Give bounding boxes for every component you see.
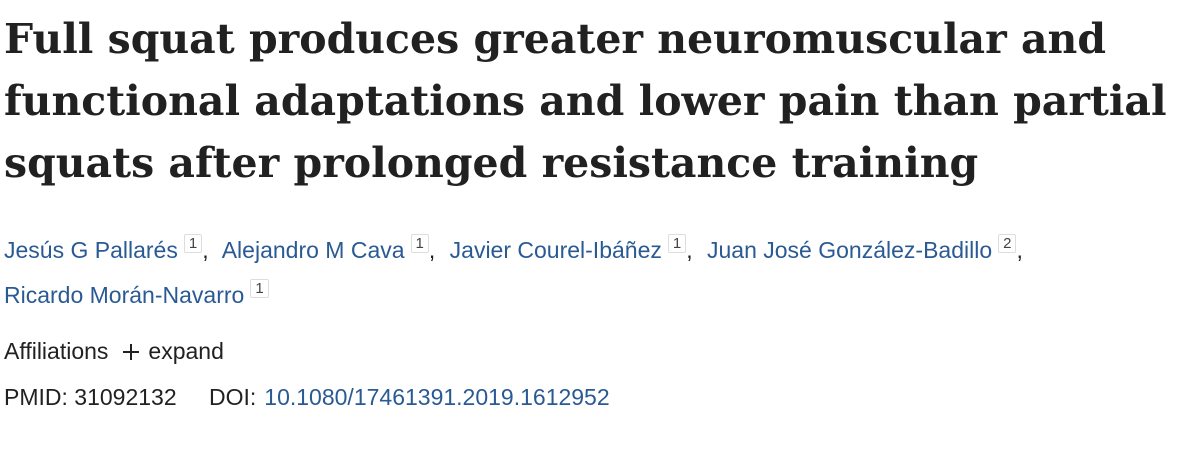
author-link[interactable]: Javier Courel-Ibáñez — [449, 237, 662, 263]
affiliation-number[interactable]: 1 — [250, 279, 269, 298]
pmid-label: PMID: — [4, 384, 68, 410]
author: Jesús G Pallarés 1, — [4, 234, 217, 263]
doi-label: DOI: — [209, 384, 257, 410]
pmid-value: 31092132 — [74, 384, 177, 410]
author-link[interactable]: Juan José González-Badillo — [707, 237, 993, 263]
affiliation-number[interactable]: 1 — [410, 234, 429, 253]
expand-label: expand — [148, 338, 224, 364]
doi-link[interactable]: 10.1080/17461391.2019.1612952 — [264, 384, 610, 410]
author: Ricardo Morán-Navarro 1 — [4, 279, 269, 308]
separator: , — [202, 237, 209, 263]
separator: , — [1016, 237, 1023, 263]
separator: , — [686, 237, 693, 263]
author-list: Jesús G Pallarés 1, Alejandro M Cava 1, Ja… — [4, 228, 1174, 318]
affiliation-number[interactable]: 1 — [667, 234, 687, 253]
expand-button[interactable]: expand — [122, 338, 224, 365]
affiliation-number[interactable]: 1 — [183, 234, 203, 253]
article-title: Full squat produces greater neuromuscula… — [4, 15, 1167, 187]
affiliations: Affiliations expand — [4, 338, 224, 365]
affiliations-label: Affiliations — [4, 338, 109, 364]
separator: , — [428, 237, 436, 263]
author-link[interactable]: Jesús G Pallarés — [4, 237, 178, 263]
affiliation-number[interactable]: 2 — [998, 234, 1017, 253]
author: Juan José González-Badillo 2, — [707, 234, 1031, 263]
author: Javier Courel-Ibáñez 1, — [449, 234, 701, 263]
plus-icon — [123, 343, 140, 360]
author-link[interactable]: Alejandro M Cava — [221, 237, 405, 263]
author: Alejandro M Cava 1, — [221, 234, 444, 263]
identifiers: PMID: 31092132 DOI: 10.1080/17461391.2019… — [4, 384, 610, 411]
author-link[interactable]: Ricardo Morán-Navarro — [4, 282, 245, 308]
